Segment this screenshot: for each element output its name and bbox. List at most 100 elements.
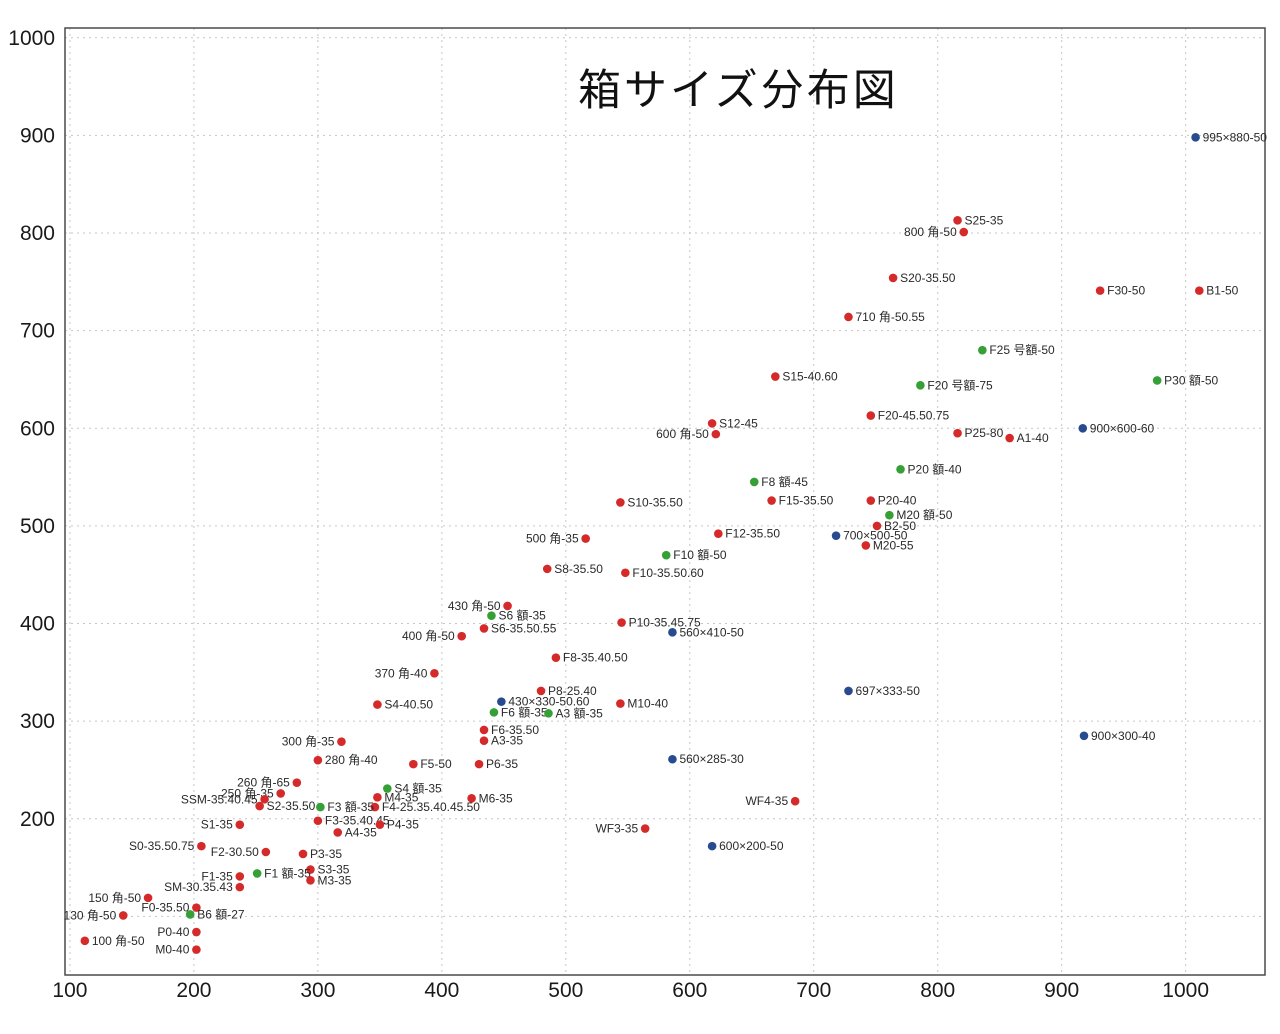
data-point-label: M3-35 (317, 873, 351, 887)
data-point-label: F12-35.50 (725, 527, 780, 541)
data-point (252, 869, 262, 878)
data-point-label: F1-35 (201, 869, 233, 883)
data-point (185, 910, 195, 919)
data-point (1194, 286, 1204, 295)
data-point-label: S20-35.50 (900, 271, 956, 285)
data-point-label: F5-50 (420, 757, 452, 771)
data-point (872, 521, 882, 531)
y-axis-tick-label: 700 (20, 320, 55, 343)
y-axis-tick-label: 1000 (8, 27, 55, 50)
data-point-label: P3-35 (310, 847, 342, 861)
data-point (749, 477, 759, 487)
data-point (197, 841, 206, 851)
data-point (888, 273, 898, 283)
data-point (844, 312, 853, 322)
data-point-label: M4-35 (384, 790, 418, 804)
data-point (1078, 423, 1088, 433)
data-point (1095, 286, 1105, 295)
data-point (373, 700, 382, 709)
x-axis-tick-label: 500 (548, 979, 583, 1002)
data-point-label: S4 額-35 (394, 782, 442, 796)
y-axis-tick-label: 900 (20, 124, 55, 147)
data-point (383, 784, 392, 793)
data-point-label: SSM-35.40.45 (181, 792, 258, 806)
data-point (714, 529, 723, 539)
data-point-label: S12-45 (719, 416, 758, 430)
data-point-label: 280 角-40 (325, 753, 378, 767)
data-point-label: S8-35.50 (554, 562, 603, 576)
data-point-label: M6-35 (479, 791, 513, 805)
data-point-label: 250 角-35 (221, 786, 274, 800)
data-point-label: P20-40 (878, 494, 917, 508)
data-point-label: F10 額-50 (673, 548, 727, 562)
data-point-label: F3 額-35 (327, 800, 374, 814)
data-point (235, 820, 245, 829)
y-axis-tick-label: 200 (20, 808, 55, 831)
data-point (118, 911, 128, 920)
data-point-label: 260 角-65 (237, 776, 290, 790)
data-point (1152, 376, 1162, 385)
data-point-label: P30 額-50 (1164, 373, 1218, 387)
data-point (866, 411, 876, 420)
data-point-label: M20-55 (873, 538, 914, 552)
data-point (333, 828, 343, 837)
data-point (143, 893, 153, 903)
data-point (707, 841, 717, 851)
data-point-label: F2-30.50 (211, 845, 259, 859)
data-point (916, 381, 925, 390)
x-axis-tick-label: 100 (52, 979, 87, 1002)
plot-border (64, 27, 1266, 976)
data-point-label: S4-40.50 (384, 698, 433, 712)
data-point-label: 130 角-50 (64, 908, 117, 922)
chart-title: 箱サイズ分布図 (578, 67, 899, 115)
data-point-label: 430 角-50 (448, 599, 501, 613)
data-point-label: S25-35 (965, 213, 1004, 227)
data-point (866, 496, 876, 505)
data-point (959, 227, 969, 237)
data-point (276, 789, 286, 798)
data-point (261, 847, 271, 857)
data-point (790, 796, 800, 806)
data-point (1191, 133, 1200, 142)
data-point (489, 708, 499, 717)
y-axis-tick-label: 600 (20, 417, 55, 440)
x-axis-tick-label: 300 (300, 979, 335, 1002)
data-point-label: M0-40 (155, 943, 189, 957)
data-point-label: S10-35.50 (627, 495, 683, 509)
data-point (1079, 731, 1089, 741)
data-point (479, 725, 489, 735)
data-point (479, 736, 489, 745)
data-point (861, 541, 871, 550)
data-point-label: A3-35 (491, 734, 523, 748)
data-point (844, 686, 853, 696)
data-point (409, 759, 418, 769)
x-axis-tick-label: 400 (424, 979, 459, 1002)
data-point-label: F20-45.50.75 (878, 409, 950, 423)
data-point (430, 669, 439, 678)
data-point (542, 564, 552, 574)
data-point (80, 936, 90, 946)
data-point (953, 428, 962, 438)
data-point-label: F1 額-35 (264, 866, 311, 880)
data-point (255, 801, 264, 811)
data-point-label: 560×410-50 (679, 625, 744, 639)
data-point-label: P4-35 (387, 818, 419, 832)
data-point (260, 794, 269, 804)
data-point-label: S2-35.50 (267, 799, 316, 813)
data-point-label: B2-50 (884, 519, 916, 533)
data-point-label: F6-35.50 (491, 723, 539, 737)
data-point-label: S1-35 (201, 818, 233, 832)
data-point-label: P25-80 (965, 426, 1004, 440)
data-point (831, 531, 841, 540)
data-point (298, 849, 308, 859)
data-point-label: SM-30.35.43 (164, 880, 233, 894)
data-point-label: F6 額-35 (501, 705, 548, 719)
x-axis-tick-label: 200 (176, 979, 211, 1002)
y-axis-tick-label: 800 (20, 222, 55, 245)
data-point-label: F20 号額-75 (927, 378, 993, 392)
data-point-label: S6 額-35 (498, 609, 546, 623)
data-point (617, 618, 626, 627)
data-point (467, 793, 476, 803)
data-point-label: 400 角-50 (402, 629, 455, 643)
data-point-label: 500 角-35 (526, 532, 579, 546)
